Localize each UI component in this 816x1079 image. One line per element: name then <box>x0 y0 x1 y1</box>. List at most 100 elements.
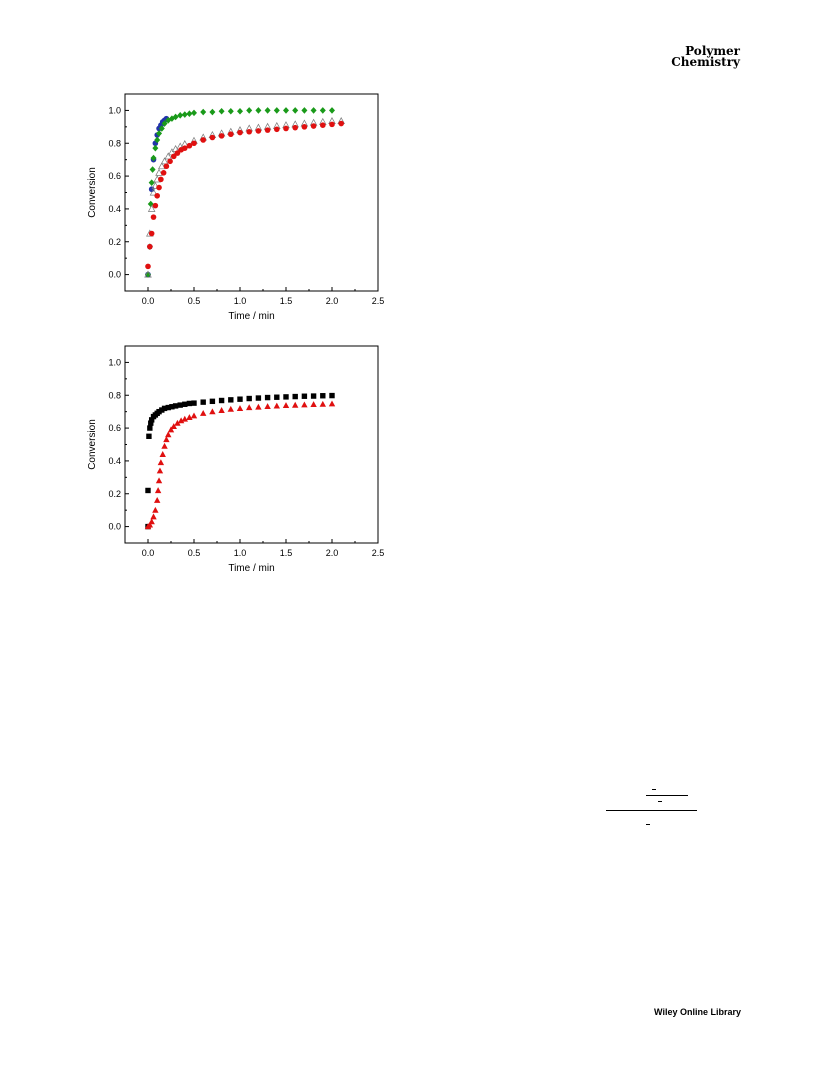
data-point <box>165 431 172 438</box>
data-point <box>310 393 317 399</box>
data-point <box>159 407 165 413</box>
data-point <box>329 392 335 399</box>
y-tick-label: 0.8 <box>108 390 121 400</box>
conversion-chart-bottom: 0.0 0.5 1.0 1.5 2.0 2.5 0.0 0.2 0.4 0.6 0.8 1.0 Time… <box>87 345 385 574</box>
y-tick-label: 1.0 <box>108 357 121 367</box>
data-point <box>147 200 154 208</box>
data-point <box>168 115 175 122</box>
data-point <box>148 420 154 426</box>
data-point <box>264 107 271 114</box>
data-point <box>150 513 157 520</box>
data-point <box>156 184 162 191</box>
data-point <box>310 401 317 408</box>
data-point <box>181 111 188 118</box>
data-point <box>158 176 164 183</box>
data-point <box>147 425 153 431</box>
data-point <box>165 404 171 411</box>
data-point <box>150 214 157 220</box>
data-point <box>190 412 198 419</box>
data-point <box>274 126 280 133</box>
data-point <box>186 414 193 421</box>
x-tick-label: 0.0 <box>142 296 155 306</box>
data-point <box>177 402 183 408</box>
fraction-bar-lower <box>606 810 697 811</box>
data-point <box>152 202 159 209</box>
data-point <box>145 487 151 494</box>
data-point <box>169 404 175 410</box>
x-tick-label: 1.0 <box>234 548 247 558</box>
data-point <box>319 107 326 114</box>
equation-mark <box>658 801 662 802</box>
data-point <box>329 121 335 128</box>
data-point <box>237 396 243 402</box>
journal-name-line2: Chemistry <box>671 55 740 69</box>
data-point <box>148 518 155 525</box>
y-tick-label: 0.2 <box>108 237 121 247</box>
data-point <box>146 433 152 439</box>
y-tick-label: 0.4 <box>108 204 121 214</box>
y-tick-label: 0.4 <box>108 456 121 466</box>
y-tick-label: 0.0 <box>108 270 121 280</box>
data-point <box>264 127 271 133</box>
data-point <box>163 436 170 443</box>
data-point <box>282 402 290 409</box>
data-point <box>148 230 155 237</box>
y-tick-label: 1.0 <box>108 105 121 115</box>
data-point <box>149 188 158 196</box>
x-tick-label: 2.5 <box>372 548 385 558</box>
data-point <box>255 395 262 401</box>
y-tick-label: 0.8 <box>108 138 121 148</box>
equation-fragment <box>604 786 699 826</box>
y-tick-label: 0.0 <box>108 522 121 532</box>
data-point <box>200 108 207 116</box>
data-point <box>154 192 160 199</box>
data-point <box>310 107 317 114</box>
data-point <box>148 417 155 423</box>
data-point <box>283 107 289 114</box>
x-tick-label: 2.5 <box>372 296 385 306</box>
data-point <box>218 397 225 404</box>
conversion-chart-top: 0.0 0.5 1.0 1.5 2.0 2.5 0.0 0.2 0.4 0.6 0.8 1.0 Time… <box>87 93 385 322</box>
data-series <box>145 120 345 270</box>
y-tick-label: 0.6 <box>108 423 121 433</box>
data-point <box>186 110 193 117</box>
data-point <box>246 128 252 135</box>
data-point <box>273 107 280 114</box>
data-point <box>264 403 271 410</box>
data-point <box>292 401 299 408</box>
data-point <box>283 125 289 132</box>
data-point <box>170 423 177 430</box>
data-point <box>164 152 173 160</box>
x-tick-label: 0.5 <box>188 296 201 306</box>
data-point <box>152 144 159 152</box>
data-point <box>156 408 162 415</box>
data-point <box>155 168 163 176</box>
data-point <box>148 179 155 186</box>
data-point <box>167 158 173 165</box>
data-point <box>320 393 326 399</box>
data-point <box>157 459 165 466</box>
data-point <box>236 405 244 411</box>
y-tick-label: 0.6 <box>108 171 121 181</box>
data-point <box>218 107 225 115</box>
data-point <box>218 407 225 413</box>
data-point <box>155 477 163 484</box>
data-point <box>145 263 151 270</box>
data-point <box>255 107 262 114</box>
data-point <box>292 124 298 131</box>
data-point <box>150 154 157 162</box>
data-point <box>292 393 298 400</box>
footer-brand: Wiley Online Library <box>654 1007 741 1017</box>
fraction-bar-upper <box>646 795 688 796</box>
data-point <box>200 137 206 143</box>
x-tick-label: 1.5 <box>280 296 293 306</box>
data-point <box>149 166 156 173</box>
data-point <box>329 107 335 114</box>
data-point <box>182 401 188 407</box>
y-axis-label: Conversion <box>87 419 98 470</box>
plot-frame <box>124 345 379 544</box>
data-point <box>154 497 161 503</box>
data-point <box>200 399 206 405</box>
y-axis-label: Conversion <box>87 167 98 218</box>
data-point <box>237 129 243 136</box>
